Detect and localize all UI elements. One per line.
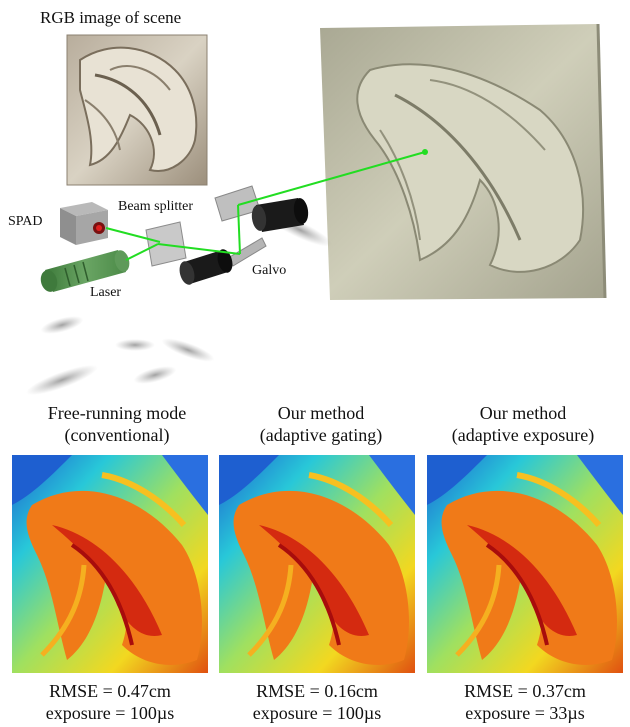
laser-device (40, 250, 130, 292)
panel-title-adaptive-gating: Our method (adaptive gating) (216, 402, 426, 446)
beam-splitter-label: Beam splitter (118, 199, 194, 214)
depth-ridge (308, 472, 394, 527)
panel-title-line2: (conventional) (64, 425, 170, 445)
galvo-label: Galvo (252, 263, 287, 278)
depth-ridge (516, 472, 602, 527)
laser-spot (422, 149, 428, 155)
depth-ridge (70, 543, 134, 646)
depth-map-adaptive-exposure (427, 455, 623, 673)
caption-adaptive-gating: RMSE = 0.16cm exposure = 100µs (212, 680, 422, 724)
spad-device (60, 202, 108, 245)
rgb-photo (66, 34, 208, 186)
caption-conventional: RMSE = 0.47cm exposure = 100µs (5, 680, 215, 724)
depth-ridge (485, 543, 549, 646)
depth-map-adaptive-gating (219, 455, 415, 673)
rgb-image-title: RGB image of scene (40, 8, 182, 27)
depth-ridge (247, 564, 294, 657)
spad-label: SPAD (8, 214, 43, 229)
scene-render (320, 23, 607, 300)
exposure-value: exposure = 100µs (45, 703, 175, 723)
depth-ridge (277, 543, 341, 646)
depth-far-region (12, 455, 72, 505)
depth-far-region (369, 455, 415, 515)
panel-title-line1: Our method (479, 403, 567, 423)
panel-title-conventional: Free-running mode (conventional) (12, 402, 222, 446)
depth-far-region (577, 455, 623, 515)
depth-map-conventional (12, 455, 208, 673)
caption-adaptive-exposure: RMSE = 0.37cm exposure = 33µs (420, 680, 630, 724)
panel-title-adaptive-exposure: Our method (adaptive exposure) (418, 402, 628, 446)
rmse-value: RMSE = 0.16cm (256, 681, 378, 701)
laser-label: Laser (90, 285, 122, 300)
panel-title-line1: Our method (277, 403, 365, 423)
exposure-value: exposure = 100µs (252, 703, 382, 723)
depth-ridge (455, 564, 502, 657)
depth-far-region (427, 455, 487, 505)
depth-ridge (40, 564, 87, 657)
galvo-motor-upper (251, 198, 309, 232)
rmse-value: RMSE = 0.37cm (464, 681, 586, 701)
depth-ridge (101, 472, 187, 527)
galvo-mirror-lower (227, 237, 267, 267)
galvo-motor-lower (179, 249, 233, 285)
depth-far-region (162, 455, 208, 515)
panel-title-line2: (adaptive exposure) (451, 425, 595, 445)
rmse-value: RMSE = 0.47cm (49, 681, 171, 701)
panel-title-line2: (adaptive gating) (259, 425, 383, 445)
exposure-value: exposure = 33µs (465, 703, 585, 723)
laser-beam (105, 151, 426, 261)
depth-far-region (219, 455, 279, 505)
panel-title-line1: Free-running mode (47, 403, 187, 423)
